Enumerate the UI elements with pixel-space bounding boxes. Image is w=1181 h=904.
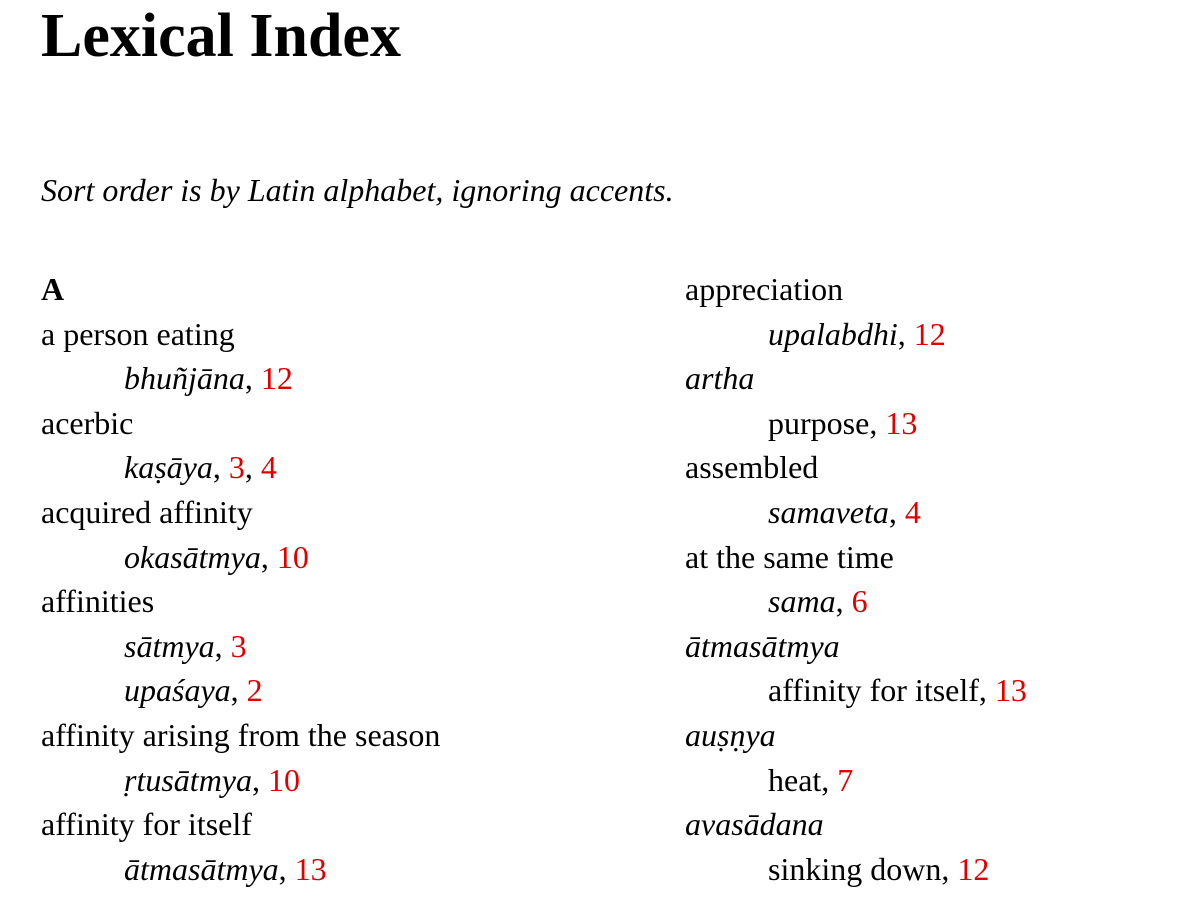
subentry-term: okasātmya	[124, 538, 261, 575]
page-reference-link[interactable]: 2	[246, 672, 263, 709]
index-subentry: sinking down, 12	[768, 850, 990, 887]
index-heading: affinity arising from the season	[41, 716, 441, 753]
page-reference-link[interactable]: 12	[260, 360, 293, 397]
page-reference-link[interactable]: 7	[837, 761, 854, 798]
subentry-term: upaśaya	[124, 672, 231, 709]
index-heading: a person eating	[41, 315, 235, 352]
page-reference-link[interactable]: 10	[268, 761, 300, 798]
page-reference-link[interactable]: 3	[230, 627, 247, 664]
index-subentry: kaṣāya, 3, 4	[124, 449, 277, 486]
subentry-term: kaṣāya	[124, 449, 213, 486]
subentry-term: sinking down	[768, 850, 942, 887]
index-subentry: ātmasātmya, 13	[124, 850, 327, 887]
subentry-term: purpose	[768, 404, 870, 441]
index-subentry: ṛtusātmya, 10	[124, 761, 300, 798]
index-subentry: okasātmya, 10	[124, 538, 309, 575]
index-subentry: sama, 6	[768, 583, 868, 620]
subentry-term: bhuñjāna	[124, 360, 245, 397]
letter-heading: A	[41, 271, 65, 307]
index-subentry: upalabdhi, 12	[768, 315, 946, 352]
subentry-term: sama	[768, 583, 836, 620]
page-reference-link[interactable]: 13	[294, 850, 327, 887]
index-heading: acerbic	[41, 404, 134, 441]
index-heading: at the same time	[685, 538, 894, 575]
index-subentry: upaśaya, 2	[124, 672, 263, 709]
index-heading: affinities	[41, 583, 155, 620]
index-subentry: samaveta, 4	[768, 493, 921, 530]
index-heading: acquired affinity	[41, 493, 253, 530]
page-reference-link[interactable]: 12	[957, 850, 990, 887]
page-reference-link[interactable]: 4	[904, 493, 921, 530]
index-heading: assembled	[685, 449, 819, 486]
sort-order-note: Sort order is by Latin alphabet, ignorin…	[41, 172, 674, 208]
index-heading: artha	[685, 360, 755, 397]
subentry-term: sātmya	[124, 627, 215, 664]
subentry-term: upalabdhi	[768, 315, 898, 352]
index-heading: avasādana	[685, 806, 824, 843]
page-reference-link[interactable]: 12	[913, 315, 946, 352]
index-column-right: appreciation upalabdhi, 12 artha purpose, 1…	[685, 267, 1165, 891]
index-subentry: sātmya, 3	[124, 627, 247, 664]
page-reference-link[interactable]: 3	[228, 449, 245, 486]
page-reference-link[interactable]: 13	[885, 404, 918, 441]
page-reference-link[interactable]: 13	[994, 672, 1027, 709]
subentry-term: ṛtusātmya	[124, 761, 252, 798]
index-heading: affinity for itself	[41, 806, 252, 843]
index-column-left: A a person eating bhuñjāna, 12 acerbic kaṣā…	[41, 267, 661, 891]
page-reference-link[interactable]: 4	[260, 449, 277, 486]
index-heading: appreciation	[685, 271, 844, 307]
page-reference-link[interactable]: 6	[851, 583, 868, 620]
subentry-term: heat	[768, 761, 822, 798]
index-subentry: purpose, 13	[768, 404, 918, 441]
subentry-term: affinity for itself	[768, 672, 979, 709]
index-subentry: heat, 7	[768, 761, 854, 798]
index-heading: auṣṇya	[685, 716, 776, 753]
index-heading: ātmasātmya	[685, 627, 840, 664]
subentry-term: samaveta	[768, 493, 889, 530]
index-subentry: affinity for itself, 13	[768, 672, 1027, 709]
page-reference-link[interactable]: 10	[276, 538, 309, 575]
page-title: Lexical Index	[41, 2, 401, 70]
subentry-term: ātmasātmya	[124, 850, 279, 887]
index-subentry: bhuñjāna, 12	[124, 360, 293, 397]
